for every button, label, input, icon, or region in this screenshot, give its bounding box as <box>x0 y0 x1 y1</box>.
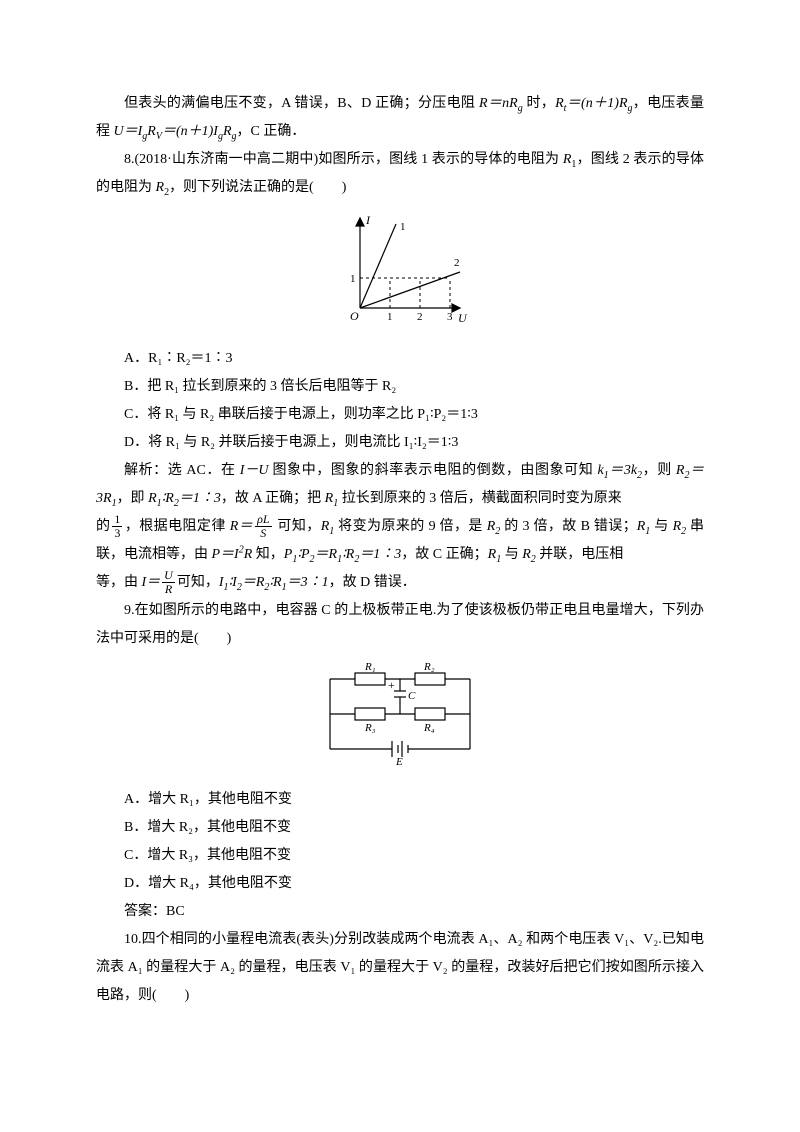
t: ，则 <box>642 463 676 478</box>
f: R2 <box>673 519 687 534</box>
r3-label: R₃ <box>364 722 376 734</box>
t: 图象中，图象的斜率表示电阻的倒数，由图象可知 <box>268 463 597 478</box>
t: 可知， <box>274 519 321 534</box>
frac-one-third: 13 <box>112 513 122 540</box>
t: 与 <box>650 519 672 534</box>
f: R1 <box>321 519 335 534</box>
t: 8.(2018·山东济南一中高二期中)如图所示，图线 1 表示的导体的电阻为 <box>124 152 563 167</box>
origin-label: O <box>350 309 359 323</box>
q9-answer: 答案：BC <box>96 898 704 926</box>
f: R <box>156 180 165 195</box>
t: 但表头的满偏电压不变，A 错误，B、D 正确；分压电阻 <box>124 96 479 111</box>
t: ，故 C 正确； <box>401 547 487 562</box>
line2-label: 2 <box>454 257 460 269</box>
xtick-2: 2 <box>417 311 423 323</box>
q8-solution-l3: 等，由 I＝UR可知，I1∶I2＝R2∶R1＝3∶1，故 D 错误． <box>96 569 704 597</box>
axis-x-label: U <box>458 311 468 325</box>
q9-option-c: C．增大 R₃，其他电阻不变 <box>96 842 704 870</box>
f: P1∶P2＝R1∶R2＝1∶3 <box>284 547 402 562</box>
r2-label: R₂ <box>423 661 435 673</box>
e-label: E <box>395 756 403 768</box>
t: 的 3 倍，故 B 错误； <box>500 519 636 534</box>
f: R1 <box>325 491 339 506</box>
t: 知， <box>252 547 284 562</box>
t: 的 <box>96 519 110 534</box>
f: P＝I2R <box>212 547 253 562</box>
xtick-3: 3 <box>447 311 453 323</box>
t: 等，由 <box>96 575 142 590</box>
f: R2 <box>487 519 501 534</box>
f: R1 <box>637 519 651 534</box>
circuit-svg: R₁ R₂ R₃ R₄ C + E <box>310 659 490 769</box>
q8-graph: I U O 1 1 2 3 1 2 <box>96 208 704 339</box>
q9-option-d: D．增大 R₄，其他电阻不变 <box>96 870 704 898</box>
f: I＝ <box>142 575 161 590</box>
t: ，则下列说法正确的是( ) <box>169 180 346 195</box>
t: 与 <box>501 547 522 562</box>
t: ，即 <box>117 491 149 506</box>
intro-paragraph: 但表头的满偏电压不变，A 错误，B、D 正确；分压电阻 R＝nRg 时，Rt＝(… <box>96 90 704 146</box>
t: ，根据电阻定律 <box>124 519 229 534</box>
f: I1∶I2＝R2∶R1＝3∶1 <box>219 575 329 590</box>
r1-label: R₁ <box>364 661 376 673</box>
t: ，故 D 错误． <box>329 575 416 590</box>
ytick-1: 1 <box>350 273 356 285</box>
xtick-1: 1 <box>387 311 393 323</box>
f: R2 <box>522 547 536 562</box>
f: k1＝3k2 <box>597 463 642 478</box>
q8-solution-l2: 的13，根据电阻定律 R＝ρLS 可知，R1 将变为原来的 9 倍，是 R2 的… <box>96 513 704 569</box>
q8-option-a: A．R₁∶R₂＝1∶3 <box>96 345 704 373</box>
document-page: 但表头的满偏电压不变，A 错误，B、D 正确；分压电阻 R＝nRg 时，Rt＝(… <box>0 0 800 1050</box>
q10-stem: 10.四个相同的小量程电流表(表头)分别改装成两个电流表 A₁、A₂ 和两个电压… <box>96 926 704 1010</box>
t: 拉长到原来的 3 倍后，横截面积同时变为原来 <box>338 491 622 506</box>
t: ，C 正确． <box>237 124 306 139</box>
q9-option-a: A．增大 R₁，其他电阻不变 <box>96 786 704 814</box>
c-label: C <box>408 690 416 702</box>
frac-u-r: UR <box>162 569 175 596</box>
q9-circuit: R₁ R₂ R₃ R₄ C + E <box>96 659 704 780</box>
line1-label: 1 <box>400 221 406 233</box>
t: 时， <box>523 96 555 111</box>
plus-icon: + <box>388 678 395 692</box>
q9-stem: 9.在如图所示的电路中，电容器 C 的上极板带正电.为了使该极板仍带正电且电量增… <box>96 597 704 653</box>
f: I－U <box>240 463 269 478</box>
f: Rt＝(n＋1)Rg <box>555 96 632 111</box>
q9-option-b: B．增大 R₂，其他电阻不变 <box>96 814 704 842</box>
f: R1 <box>488 547 502 562</box>
frac-rho-l-s: ρLS <box>255 513 271 540</box>
t: 将变为原来的 9 倍，是 <box>334 519 486 534</box>
iv-chart-svg: I U O 1 1 2 3 1 2 <box>330 208 470 328</box>
f: R＝nRg <box>479 96 523 111</box>
f: R1∶R2＝1∶3 <box>148 491 221 506</box>
q8-option-b: B．把 R₁ 拉长到原来的 3 倍长后电阻等于 R₂ <box>96 373 704 401</box>
q8-option-d: D．将 R₁ 与 R₂ 并联后接于电源上，则电流比 I₁∶I₂＝1∶3 <box>96 429 704 457</box>
axis-y-label: I <box>365 213 371 227</box>
q8-option-c: C．将 R₁ 与 R₂ 串联后接于电源上，则功率之比 P₁∶P₂＝1∶3 <box>96 401 704 429</box>
q8-stem: 8.(2018·山东济南一中高二期中)如图所示，图线 1 表示的导体的电阻为 R… <box>96 146 704 202</box>
q8-solution-l1: 解析：选 AC．在 I－U 图象中，图象的斜率表示电阻的倒数，由图象可知 k1＝… <box>96 457 704 513</box>
r4-label: R₄ <box>423 722 435 734</box>
t: 解析：选 AC．在 <box>124 463 240 478</box>
f: R＝ <box>230 519 253 534</box>
t: ，故 A 正确；把 <box>221 491 325 506</box>
f: U＝IgRV＝(n＋1)IgRg <box>114 124 237 139</box>
t: 可知， <box>177 575 219 590</box>
t: 并联，电压相 <box>536 547 624 562</box>
